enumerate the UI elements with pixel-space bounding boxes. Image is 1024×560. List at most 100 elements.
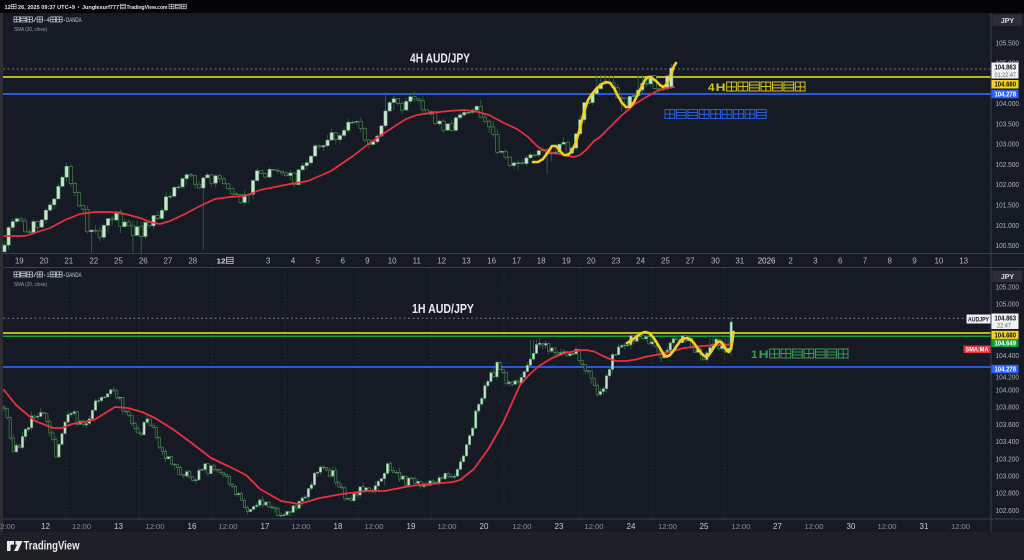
svg-text:102.500: 102.500 xyxy=(996,162,1020,169)
svg-text:3: 3 xyxy=(813,257,818,266)
svg-text:16: 16 xyxy=(188,522,197,531)
svg-text:/: / xyxy=(33,272,37,279)
svg-text:2:00: 2:00 xyxy=(0,522,15,531)
svg-text:9: 9 xyxy=(912,257,917,266)
svg-text:12:00: 12:00 xyxy=(584,522,603,531)
svg-text:16: 16 xyxy=(487,257,496,266)
svg-text:5: 5 xyxy=(316,257,321,266)
svg-text:12:00: 12:00 xyxy=(364,522,383,531)
svg-text:12:00: 12:00 xyxy=(437,522,456,531)
svg-text:12:00: 12:00 xyxy=(218,522,237,531)
svg-text:01:22:47: 01:22:47 xyxy=(995,72,1017,79)
svg-text:13: 13 xyxy=(959,257,968,266)
svg-text:100.500: 100.500 xyxy=(996,243,1020,250)
svg-text:11: 11 xyxy=(413,257,422,266)
svg-text:19: 19 xyxy=(562,257,571,266)
svg-text:20: 20 xyxy=(40,257,49,266)
svg-text:SMA (20, close): SMA (20, close) xyxy=(14,27,47,33)
svg-text:7: 7 xyxy=(863,257,868,266)
svg-text:19: 19 xyxy=(15,257,24,266)
svg-text:17: 17 xyxy=(261,522,270,531)
svg-text:AUDJPY: AUDJPY xyxy=(968,317,989,324)
svg-text:103.400: 103.400 xyxy=(996,439,1020,446)
svg-text:104.000: 104.000 xyxy=(996,388,1020,395)
svg-text:104.680: 104.680 xyxy=(995,80,1017,89)
svg-text:26, 2025 09:37 UTC+9: 26, 2025 09:37 UTC+9 xyxy=(18,5,76,11)
svg-text:12: 12 xyxy=(5,5,12,11)
svg-text:SMA (20, close): SMA (20, close) xyxy=(14,282,47,288)
svg-text:22: 22 xyxy=(89,257,98,266)
svg-text:SMA:MA: SMA:MA xyxy=(966,347,989,354)
svg-text:102.600: 102.600 xyxy=(996,508,1020,515)
svg-text:101.500: 101.500 xyxy=(996,203,1020,210)
svg-text:24: 24 xyxy=(636,257,645,266)
svg-text:10: 10 xyxy=(934,257,943,266)
svg-text:104.000: 104.000 xyxy=(996,101,1020,108)
svg-text:31: 31 xyxy=(920,522,929,531)
svg-text:103.500: 103.500 xyxy=(996,121,1020,128)
svg-text:103.600: 103.600 xyxy=(996,422,1020,429)
svg-text:TradingView: TradingView xyxy=(24,539,81,553)
svg-text:103.000: 103.000 xyxy=(996,474,1020,481)
svg-text:17: 17 xyxy=(512,257,521,266)
svg-text:103.800: 103.800 xyxy=(996,405,1020,412)
svg-text:9: 9 xyxy=(365,257,370,266)
svg-text:102.000: 102.000 xyxy=(996,182,1020,189)
svg-text:12:00: 12:00 xyxy=(512,522,531,531)
svg-text:12:00: 12:00 xyxy=(658,522,677,531)
svg-text:13: 13 xyxy=(462,257,471,266)
svg-text:JPY: JPY xyxy=(1001,18,1015,25)
svg-text:23: 23 xyxy=(555,522,564,531)
svg-text:19: 19 xyxy=(407,522,416,531)
svg-text:104.863: 104.863 xyxy=(995,63,1017,72)
svg-text:27: 27 xyxy=(773,522,782,531)
svg-text:104.680: 104.680 xyxy=(995,331,1017,340)
svg-text:4: 4 xyxy=(291,257,296,266)
svg-text:6: 6 xyxy=(340,257,345,266)
svg-text:8: 8 xyxy=(887,257,892,266)
svg-text:12: 12 xyxy=(41,522,50,531)
svg-text:25: 25 xyxy=(114,257,123,266)
svg-text:6: 6 xyxy=(838,257,843,266)
svg-text:JPY: JPY xyxy=(1001,274,1015,281)
svg-text:12:00: 12:00 xyxy=(877,522,896,531)
svg-text:12:00: 12:00 xyxy=(951,522,970,531)
svg-text:20: 20 xyxy=(587,257,596,266)
svg-text:4: 4 xyxy=(46,17,50,24)
svg-text:20: 20 xyxy=(480,522,489,531)
svg-text:102.800: 102.800 xyxy=(996,491,1020,498)
svg-text:25: 25 xyxy=(700,522,709,531)
svg-text:23: 23 xyxy=(611,257,620,266)
svg-text:1: 1 xyxy=(46,272,50,279)
svg-text:26: 26 xyxy=(139,257,148,266)
svg-text:1H AUD/JPY: 1H AUD/JPY xyxy=(412,302,475,316)
svg-text:12:00: 12:00 xyxy=(731,522,750,531)
svg-text:30: 30 xyxy=(711,257,720,266)
svg-text:104.200: 104.200 xyxy=(996,375,1020,382)
svg-text:12:00: 12:00 xyxy=(72,522,91,531)
svg-text:2026: 2026 xyxy=(758,257,776,266)
svg-text:OANDA: OANDA xyxy=(66,272,82,279)
svg-text:27: 27 xyxy=(163,257,172,266)
svg-text:103.200: 103.200 xyxy=(996,456,1020,463)
svg-text:1: 1 xyxy=(751,349,758,361)
svg-text:18: 18 xyxy=(334,522,343,531)
svg-text:12: 12 xyxy=(437,257,446,266)
svg-text:104.649: 104.649 xyxy=(995,338,1017,347)
svg-text:105.500: 105.500 xyxy=(996,40,1020,47)
svg-text:18: 18 xyxy=(537,257,546,266)
svg-text:104.278: 104.278 xyxy=(995,90,1017,99)
svg-text:10: 10 xyxy=(388,257,397,266)
svg-text:103.000: 103.000 xyxy=(996,142,1020,149)
svg-text:4H AUD/JPY: 4H AUD/JPY xyxy=(410,52,471,66)
svg-text:12:00: 12:00 xyxy=(804,522,823,531)
svg-text:104.400: 104.400 xyxy=(996,353,1020,360)
svg-text:105.000: 105.000 xyxy=(996,302,1020,309)
svg-text:TradingView.com: TradingView.com xyxy=(127,5,168,11)
svg-text:28: 28 xyxy=(188,257,197,266)
svg-text:12:00: 12:00 xyxy=(291,522,310,531)
svg-text:104.278: 104.278 xyxy=(995,365,1017,374)
svg-text:/: / xyxy=(33,17,37,24)
svg-text:24: 24 xyxy=(627,522,636,531)
svg-text:104.863: 104.863 xyxy=(995,314,1017,323)
